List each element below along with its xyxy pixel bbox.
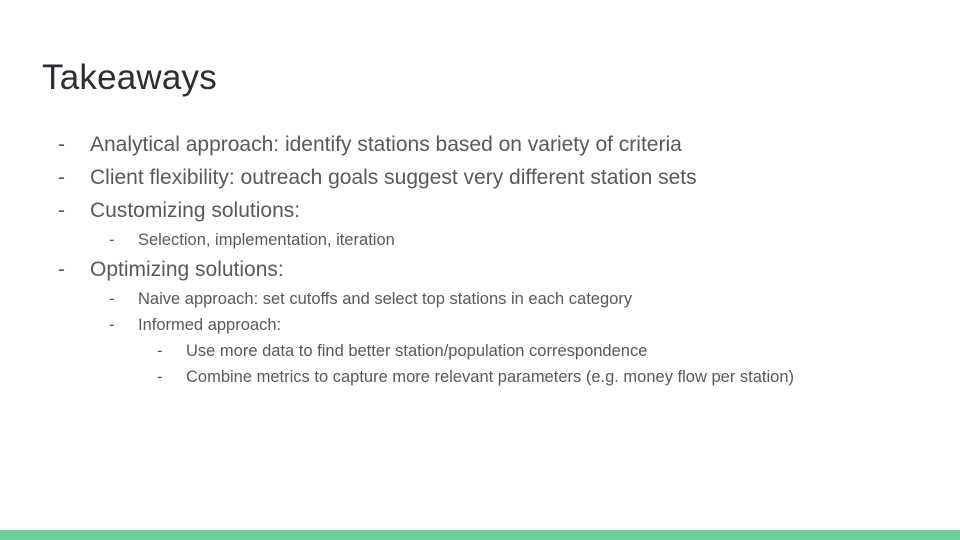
bullet-text: Selection, implementation, iteration	[138, 231, 395, 249]
bullet-text: Optimizing solutions:	[90, 258, 284, 281]
bullet-text: Use more data to find better station/pop…	[186, 342, 648, 360]
bullet-dash: -	[58, 166, 65, 189]
bullet-text: Naive approach: set cutoffs and select t…	[138, 290, 633, 308]
bullet-dash: -	[157, 368, 163, 386]
bullet-dash: -	[58, 199, 65, 222]
bullet-text: Customizing solutions:	[90, 199, 301, 222]
bullet-dash: -	[157, 342, 163, 360]
bullet-text: Informed approach:	[138, 316, 282, 334]
bullet-dash: -	[58, 133, 65, 156]
bullet-text: Client flexibility: outreach goals sugge…	[90, 166, 697, 189]
bullet-dash: -	[109, 316, 115, 334]
bullet-dash: -	[109, 231, 115, 249]
slide-title: Takeaways	[42, 58, 217, 97]
bullet-text: Analytical approach: identify stations b…	[90, 133, 682, 156]
bullet-dash: -	[58, 258, 65, 281]
bullet-text: Combine metrics to capture more relevant…	[186, 368, 795, 386]
bullet-dash: -	[109, 290, 115, 308]
footer-accent-bar	[0, 530, 960, 540]
